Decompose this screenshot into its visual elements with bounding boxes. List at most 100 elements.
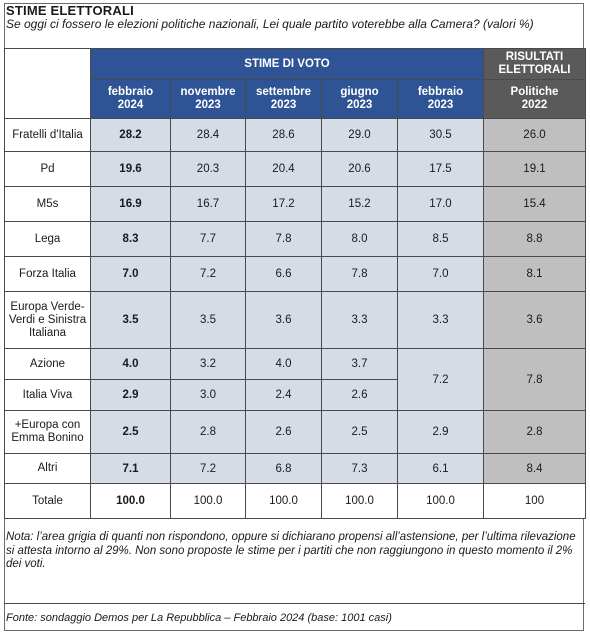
merged-result-cell: 7.8 [483,348,586,411]
total-cell: 100.0 [245,483,322,519]
party-name: M5s [4,186,91,222]
table-row: Fratelli d'Italia 28.2 28.4 28.6 29.0 30… [4,118,586,152]
party-name: Europa Verde-Verdi e Sinistra Italiana [4,291,91,349]
total-cell: 100.0 [90,483,171,519]
value-cell: 3.6 [245,291,322,349]
value-cell: 28.6 [245,118,322,152]
value-cell: 2.6 [321,379,398,411]
page-subtitle: Se oggi ci fossero le elezioni politiche… [6,17,534,31]
value-cell: 8.3 [90,221,171,257]
table-row: Altri 7.1 7.2 6.8 7.3 6.1 8.4 [4,453,586,484]
value-cell: 28.4 [170,118,246,152]
value-cell: 3.0 [170,379,246,411]
value-cell: 20.6 [321,151,398,187]
result-cell: 19.1 [483,151,586,187]
column-header-results: Politiche 2022 [483,79,586,119]
value-cell: 20.4 [245,151,322,187]
result-cell: 8.8 [483,221,586,257]
result-cell: 26.0 [483,118,586,152]
party-name: Fratelli d'Italia [4,118,91,152]
total-cell: 100.0 [321,483,398,519]
value-cell: 3.3 [397,291,484,349]
group-header-results: RISULTATI ELETTORALI [483,48,586,80]
value-cell: 3.7 [321,348,398,380]
value-cell: 7.0 [397,256,484,292]
value-cell: 7.8 [245,221,322,257]
value-cell: 8.0 [321,221,398,257]
value-cell: 8.5 [397,221,484,257]
column-header: febbraio 2023 [397,79,484,119]
page-title: STIME ELETTORALI [6,3,134,18]
group-header-estimates: STIME DI VOTO [90,48,484,80]
party-name: Lega [4,221,91,257]
table-row: Azione 4.0 3.2 4.0 3.7 7.2 7.8 [4,348,586,411]
column-header: settembre 2023 [245,79,322,119]
source-note: Fonte: sondaggio Demos per La Repubblica… [6,612,392,624]
value-cell: 30.5 [397,118,484,152]
value-cell: 2.9 [397,410,484,454]
value-cell: 2.6 [245,410,322,454]
value-cell: 20.3 [170,151,246,187]
value-cell: 2.5 [321,410,398,454]
value-cell: 6.6 [245,256,322,292]
footnote: Nota: l’area grigia di quanti non rispon… [6,531,580,572]
table-row: M5s 16.9 16.7 17.2 15.2 17.0 15.4 [4,186,586,222]
value-cell: 7.0 [90,256,171,292]
column-header: febbraio 2024 [90,79,171,119]
corner-cell [4,48,91,119]
party-name: Altri [4,453,91,484]
column-header: giugno 2023 [321,79,398,119]
value-cell: 2.5 [90,410,171,454]
party-name: Forza Italia [4,256,91,292]
value-cell: 3.5 [170,291,246,349]
table-row: Europa Verde-Verdi e Sinistra Italiana 3… [4,291,586,349]
total-result-cell: 100 [483,483,586,519]
value-cell: 15.2 [321,186,398,222]
value-cell: 2.8 [170,410,246,454]
value-cell: 16.9 [90,186,171,222]
value-cell: 4.0 [90,348,171,380]
value-cell: 2.4 [245,379,322,411]
table-row: Lega 8.3 7.7 7.8 8.0 8.5 8.8 [4,221,586,257]
value-cell: 3.2 [170,348,246,380]
group-header-results-line2: ELETTORALI [498,64,571,76]
value-cell: 7.2 [170,453,246,484]
column-header: novembre 2023 [170,79,246,119]
value-cell: 17.5 [397,151,484,187]
result-cell: 2.8 [483,410,586,454]
estimates-table: STIME DI VOTO RISULTATI ELETTORALI febbr… [4,48,586,519]
value-cell: 6.8 [245,453,322,484]
result-cell: 3.6 [483,291,586,349]
value-cell: 7.7 [170,221,246,257]
value-cell: 6.1 [397,453,484,484]
value-cell: 3.5 [90,291,171,349]
table-row: Forza Italia 7.0 7.2 6.6 7.8 7.0 8.1 [4,256,586,292]
value-cell: 29.0 [321,118,398,152]
value-cell: 7.3 [321,453,398,484]
total-cell: 100.0 [397,483,484,519]
value-cell: 16.7 [170,186,246,222]
total-label: Totale [4,483,91,519]
result-cell: 8.4 [483,453,586,484]
table-row: Pd 19.6 20.3 20.4 20.6 17.5 19.1 [4,151,586,187]
party-name: Italia Viva [4,379,91,411]
footnote-line-1: Nota: l’area grigia di quanti non rispon… [6,531,576,543]
value-cell: 7.1 [90,453,171,484]
group-header-results-line1: RISULTATI [505,51,564,63]
value-cell: 4.0 [245,348,322,380]
merged-value-cell: 7.2 [397,348,484,411]
party-name: +Europa con Emma Bonino [4,410,91,454]
value-cell: 7.8 [321,256,398,292]
value-cell: 2.9 [90,379,171,411]
value-cell: 17.2 [245,186,322,222]
party-name: Azione [4,348,91,380]
value-cell: 28.2 [90,118,171,152]
value-cell: 17.0 [397,186,484,222]
result-cell: 8.1 [483,256,586,292]
footnote-line-2: si attesta intorno al 29%. Non sono prop… [6,544,573,571]
divider [4,603,585,604]
value-cell: 7.2 [170,256,246,292]
party-name: Pd [4,151,91,187]
total-cell: 100.0 [170,483,246,519]
value-cell: 3.3 [321,291,398,349]
